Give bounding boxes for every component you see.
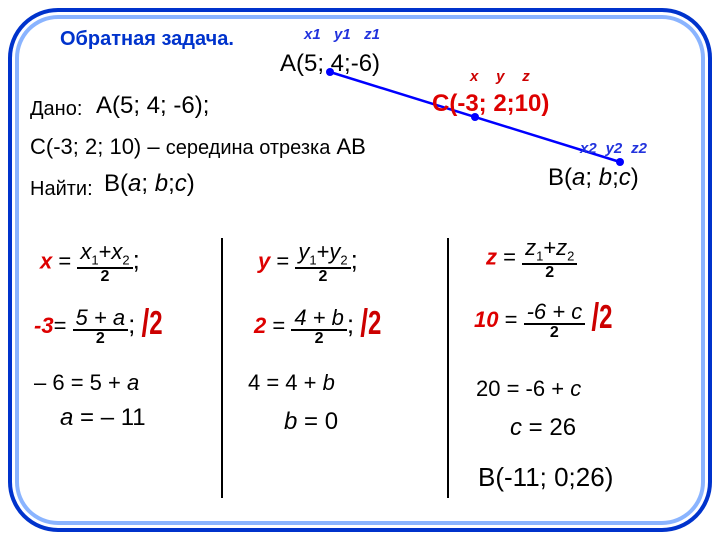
label-C-subs: x y z bbox=[470, 68, 530, 86]
formula-y: y = y1+y22; bbox=[258, 240, 358, 286]
given-A: A(5; 4; -6); bbox=[96, 92, 209, 120]
given-label: Дано: bbox=[30, 98, 82, 121]
eq-y: 2 = 4 + b2; /2 bbox=[254, 306, 381, 348]
given-C-mid: C(-3; 2; 10) – середина отрезка AB bbox=[30, 134, 366, 160]
label-B-subs: x2 y2 z2 bbox=[580, 140, 647, 158]
label-C: C(-3; 2;10) bbox=[432, 90, 549, 118]
find-label: Найти: bbox=[30, 178, 93, 201]
formula-z: z = z1+z22 bbox=[486, 236, 577, 282]
answer-B: B(-11; 0;26) bbox=[478, 462, 613, 493]
eq-x: -3= 5 + a2; /2 bbox=[34, 306, 163, 348]
step-x: – 6 = 5 + a bbox=[34, 370, 139, 396]
result-y: b = 0 bbox=[284, 408, 338, 436]
result-x: a = – 11 bbox=[60, 404, 146, 432]
label-A-subs: x1 y1 z1 bbox=[304, 26, 380, 44]
formula-x: x = x1+x22; bbox=[40, 240, 140, 286]
step-y: 4 = 4 + b bbox=[248, 370, 335, 396]
label-A: A(5; 4;-6) bbox=[280, 50, 380, 78]
eq-z: 10 = -6 + c2 /2 bbox=[474, 300, 612, 342]
label-B: B(a; b;c) bbox=[548, 164, 639, 192]
find-B: B(a; b;c) bbox=[104, 170, 195, 198]
step-z: 20 = -6 + c bbox=[476, 376, 581, 402]
result-z: c = 26 bbox=[510, 414, 576, 442]
title: Обратная задача. bbox=[60, 28, 234, 51]
